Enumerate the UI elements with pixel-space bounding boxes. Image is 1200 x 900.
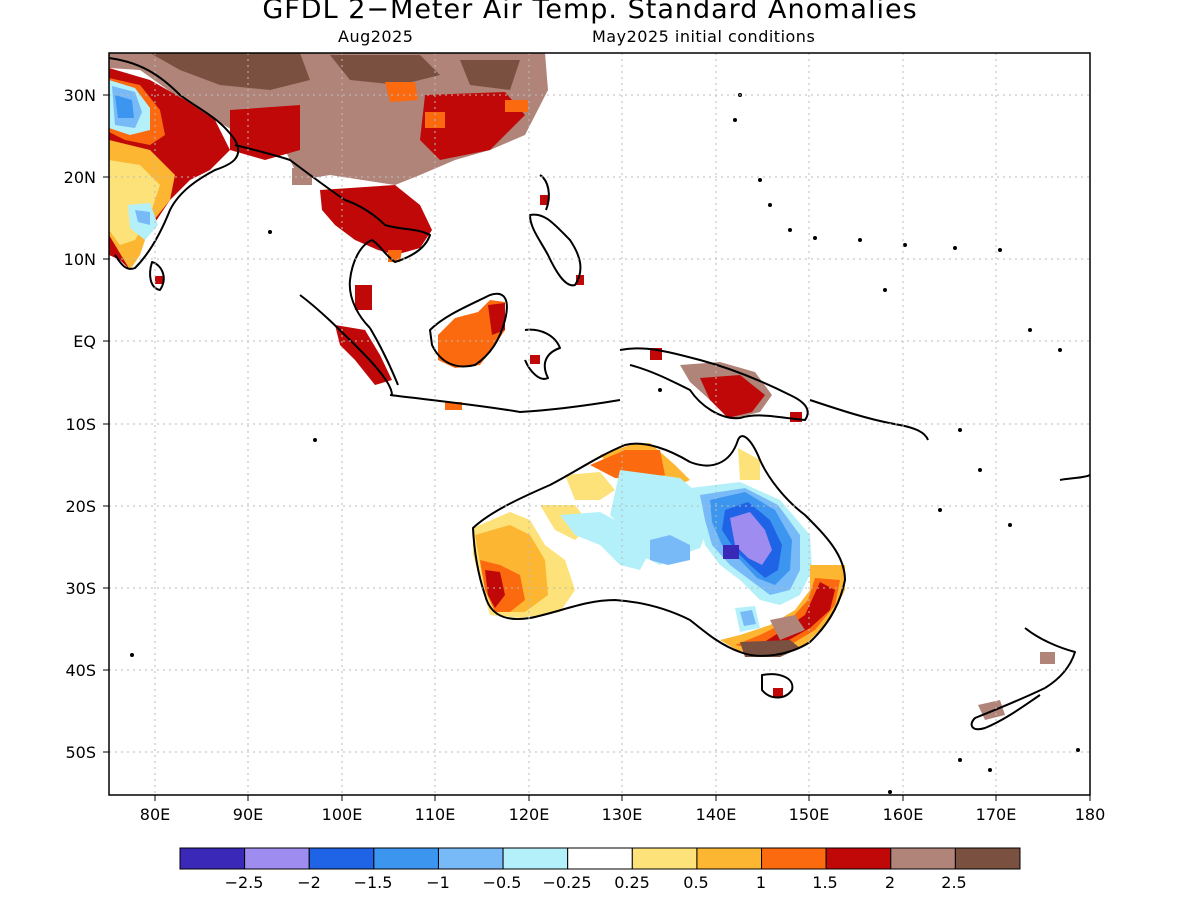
colorbar-swatch [179,847,246,870]
lon-label-120E: 120E [509,805,550,824]
colorbar-swatch [954,847,1021,870]
colorbar-swatch [890,847,956,870]
colorbar-label: 1.5 [812,873,837,892]
lon-label-100E: 100E [322,805,363,824]
colorbar-swatch [631,847,698,870]
colorbar-labels: −2.5 −2 −1.5 −1 −0.5 −0.25 0.25 0.5 1 1.… [225,873,967,892]
grid-lines [109,53,1090,795]
lat-tick-labels: 30N 20N 10N EQ 10S 20S 30S 40S 50S [64,86,96,762]
lat-label-20N: 20N [64,168,96,187]
colorbar-swatch [761,847,827,870]
forecast-month: Aug2025 [338,27,414,46]
lon-label-150E: 150E [789,805,830,824]
lon-label-80E: 80E [140,805,170,824]
colorbar-swatch [502,847,569,870]
colorbar-label: 0.25 [614,873,650,892]
colorbar-label: −0.25 [542,873,591,892]
australia-anomaly-region [473,430,845,697]
initial-conditions: May2025 initial conditions [592,27,816,46]
lon-tick-labels: 80E 90E 100E 110E 120E 130E 140E 150E 16… [140,805,1106,824]
colorbar-label: 1 [756,873,766,892]
colorbar-label: 0.5 [683,873,708,892]
lon-label-130E: 130E [602,805,643,824]
map-background [109,53,1090,795]
lat-label-10N: 10N [64,250,96,269]
lon-label-140E: 140E [696,805,737,824]
lat-label-10S: 10S [65,415,96,434]
lon-label-180: 180 [1075,805,1106,824]
colorbar-label: 2 [885,873,895,892]
colorbar-label: −2 [297,873,321,892]
lat-label-20S: 20S [65,497,96,516]
colorbar-swatch [825,847,892,870]
colorbar-label: 2.5 [941,873,966,892]
colorbar-swatch [308,847,375,870]
colorbar-label: −0.5 [483,873,522,892]
borneo-anomaly-region [438,300,540,410]
colorbar-label: −1.5 [354,873,393,892]
asia-anomaly-region [109,53,548,185]
colorbar-swatch [696,847,763,870]
lat-label-EQ: EQ [73,332,96,351]
colorbar-swatch [437,847,504,870]
axis-ticks [103,94,1091,801]
india-anomaly-region [109,68,230,284]
colorbar-swatch [567,847,633,870]
colorbar [179,847,1021,870]
lat-label-50S: 50S [65,743,96,762]
lat-label-30S: 30S [65,579,96,598]
small-islands [130,93,1080,794]
lon-label-110E: 110E [415,805,456,824]
lat-label-30N: 30N [64,86,96,105]
lon-label-170E: 170E [976,805,1017,824]
lon-label-160E: 160E [883,805,924,824]
colorbar-label: −2.5 [225,873,264,892]
colorbar-swatch [373,847,439,870]
colorbar-swatch [244,847,310,870]
lon-label-90E: 90E [233,805,263,824]
colorbar-label: −1 [426,873,450,892]
coastlines [109,57,1090,731]
map-title: GFDL 2−Meter Air Temp. Standard Anomalie… [262,0,918,25]
lat-label-40S: 40S [65,661,96,680]
